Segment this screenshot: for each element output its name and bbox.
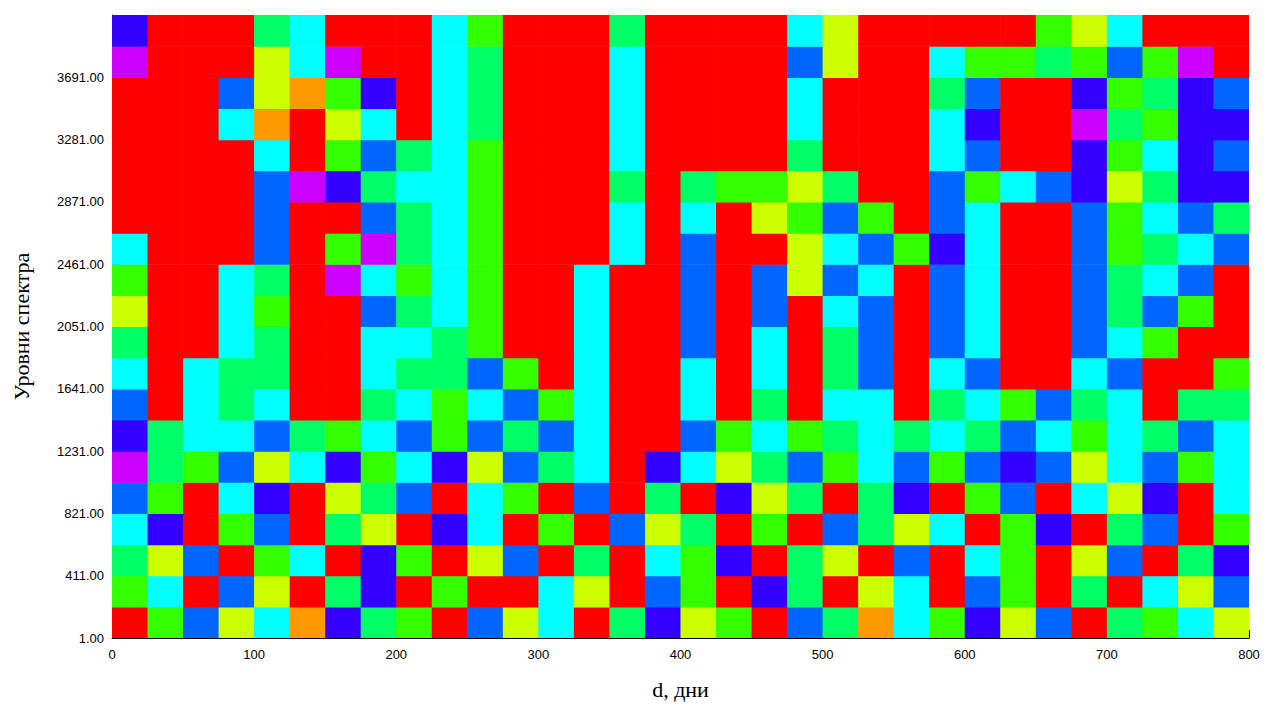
svg-text:700: 700	[1096, 647, 1118, 662]
svg-text:300: 300	[528, 647, 550, 662]
svg-text:1641.00: 1641.00	[57, 381, 104, 396]
svg-text:600: 600	[954, 647, 976, 662]
svg-text:500: 500	[812, 647, 834, 662]
svg-text:2461.00: 2461.00	[57, 257, 104, 272]
svg-text:2871.00: 2871.00	[57, 194, 104, 209]
svg-text:1.00: 1.00	[79, 631, 104, 646]
svg-text:400: 400	[670, 647, 692, 662]
svg-text:d, дни: d, дни	[652, 677, 709, 702]
svg-text:1231.00: 1231.00	[57, 444, 104, 459]
svg-text:0: 0	[108, 647, 115, 662]
svg-text:Уровни спектра: Уровни спектра	[9, 253, 34, 401]
svg-text:3691.00: 3691.00	[57, 70, 104, 85]
svg-text:100: 100	[243, 647, 265, 662]
svg-text:821.00: 821.00	[64, 506, 104, 521]
svg-text:411.00: 411.00	[65, 568, 104, 583]
svg-text:800: 800	[1238, 647, 1260, 662]
svg-text:3281.00: 3281.00	[57, 132, 104, 147]
svg-text:200: 200	[385, 647, 407, 662]
svg-text:2051.00: 2051.00	[57, 319, 104, 334]
